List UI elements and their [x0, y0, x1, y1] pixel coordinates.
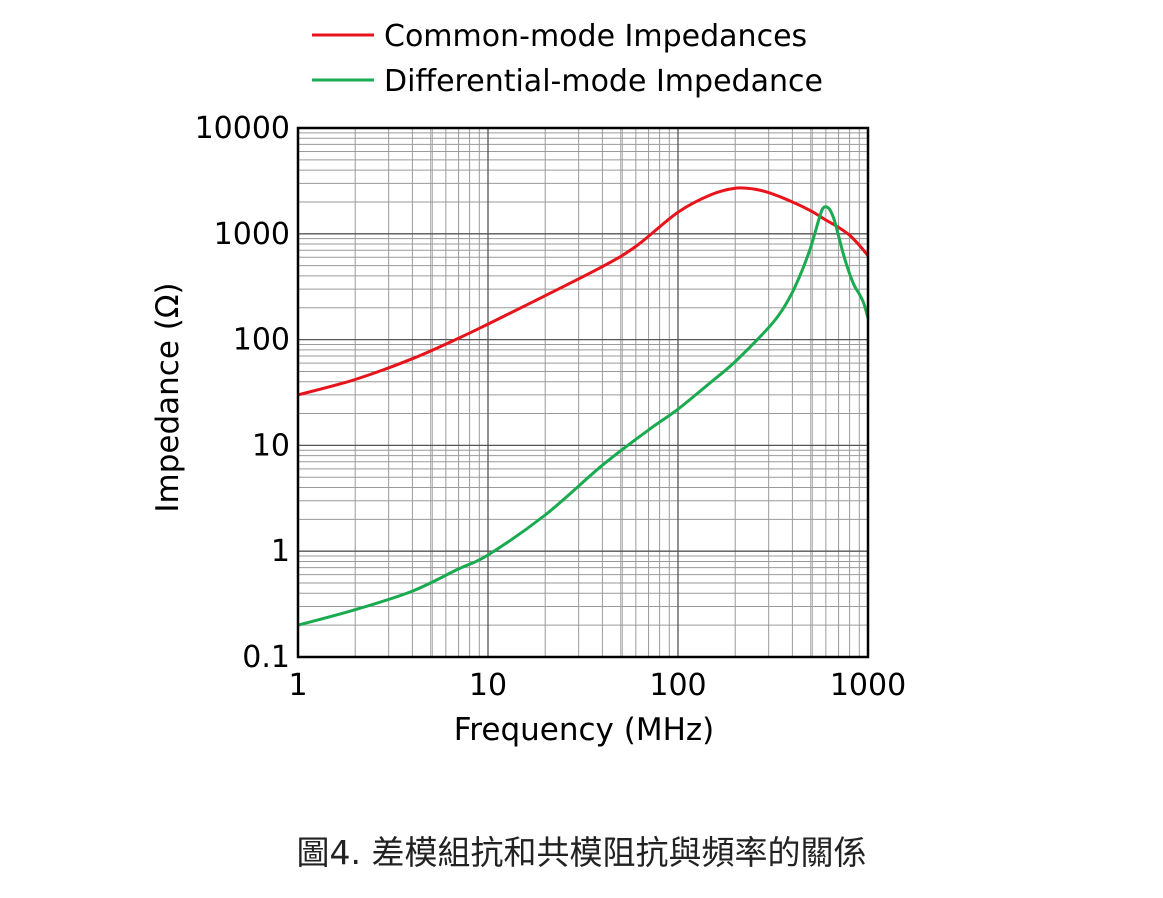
x-axis-label: Frequency (MHz): [454, 712, 715, 748]
y-tick-label: 1000: [214, 217, 290, 252]
y-tick-label: 10000: [195, 111, 290, 146]
x-tick-label: 10: [469, 668, 507, 703]
legend-label: Common-mode Impedances: [384, 19, 807, 54]
y-tick-labels: 0.1 1 10 100 1000 10000: [195, 111, 290, 675]
series-line-common-mode: [297, 186, 870, 397]
y-tick-label: 1: [271, 534, 290, 569]
plot-frame: [296, 126, 870, 659]
series-layer: [297, 186, 870, 627]
x-tick-label: 1: [288, 668, 307, 703]
x-tick-label: 100: [649, 668, 706, 703]
x-tick-label: 1000: [830, 668, 906, 703]
figure-caption: 圖4. 差模組抗和共模阻抗與頻率的關係: [296, 833, 867, 872]
x-tick-labels: 1 10 100 1000: [288, 668, 906, 703]
y-tick-label: 10: [252, 428, 290, 463]
y-axis-label: Impedance (Ω): [150, 282, 186, 512]
major-grid: [298, 128, 868, 657]
y-tick-label: 0.1: [242, 640, 290, 675]
legend: Common-mode Impedances Differential-mode …: [312, 19, 823, 99]
y-tick-label: 100: [233, 323, 290, 358]
minor-grid: [298, 128, 868, 657]
legend-label: Differential-mode Impedance: [384, 64, 823, 99]
series-line-differential-mode: [297, 205, 870, 627]
